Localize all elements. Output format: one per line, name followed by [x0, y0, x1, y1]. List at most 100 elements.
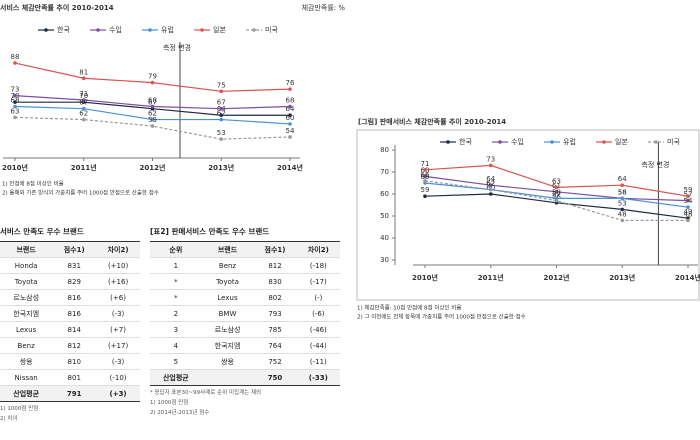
table-cell: 830	[253, 273, 297, 290]
data-label: 59	[148, 116, 157, 124]
data-point	[13, 104, 17, 109]
table-note: 1) 1000점 만점	[0, 406, 39, 412]
table-note: 2) 차이	[0, 416, 18, 422]
table-cell: 르노삼성	[201, 321, 254, 338]
data-point	[13, 115, 17, 120]
legend-marker	[498, 140, 502, 144]
data-label: 88	[11, 53, 20, 61]
data-label: 68	[11, 97, 20, 105]
data-point	[81, 76, 86, 81]
data-point	[686, 194, 690, 198]
data-point	[13, 61, 17, 65]
table-cell: 816	[52, 305, 97, 322]
table-row: 산업평균 750 (-33)	[150, 369, 340, 386]
table-cell: 4	[150, 337, 202, 354]
table-cell: (-18)	[296, 257, 340, 274]
data-label: 62	[79, 110, 88, 118]
data-label: 75	[217, 81, 226, 89]
data-label: 68	[286, 97, 295, 105]
table-cell: (-46)	[296, 321, 340, 338]
data-point	[219, 113, 224, 118]
table-cell: (+3)	[96, 385, 140, 402]
legend-marker	[44, 28, 48, 32]
unit-label: 체감만족률: %	[302, 3, 346, 12]
table-cell: 785	[253, 321, 297, 338]
table-cell: 814	[52, 321, 97, 338]
table-cell: *	[150, 273, 202, 290]
table-row: 2 BMW 793 (-6)	[150, 305, 340, 322]
table-row: 한국지엠 816 (-3)	[0, 305, 140, 322]
data-label: 68	[148, 97, 157, 105]
data-label: 60	[286, 114, 295, 122]
legend-label: 한국	[459, 138, 472, 146]
table-cell: 산업평균	[150, 369, 202, 386]
data-point	[13, 100, 17, 104]
table-cell: Benz	[201, 257, 254, 274]
y-tick-label: 60	[380, 190, 389, 198]
data-label: 65	[421, 173, 430, 181]
data-label: 58	[618, 188, 627, 196]
table-cell: 750	[253, 369, 297, 386]
table-cell: 812	[253, 257, 297, 274]
data-point	[81, 106, 86, 111]
table-cell: 816	[52, 289, 97, 306]
note: 2) 올해와 기존 방식의 가중치를 주어 1000점 만점으로 산출한 점수	[2, 189, 159, 197]
table-row: 4 한국지엠 764 (-44)	[150, 337, 340, 354]
data-point	[554, 190, 559, 194]
table-row: Toyota 829 (+16)	[0, 273, 140, 290]
annotation: 측정 변경	[163, 43, 191, 52]
table-cell: 802	[253, 289, 297, 306]
x-tick-label: 2010년	[412, 273, 438, 282]
x-tick-label: 2010년	[2, 163, 28, 172]
legend-label: 미국	[667, 137, 680, 146]
table-cell: 810	[52, 353, 97, 370]
legend-label: 유럽	[161, 25, 174, 34]
table-cell: 한국지엠	[0, 305, 53, 322]
table-row: 1 Benz 812 (-18)	[150, 257, 340, 274]
data-point	[81, 98, 86, 102]
legend-label: 수입	[511, 138, 524, 146]
data-label: 66	[421, 171, 430, 179]
note: 1) 체감만족률: 10점 만점에 8점 이상인 비율	[357, 304, 461, 312]
data-label: 70	[79, 92, 88, 100]
data-point	[150, 117, 155, 122]
data-point	[686, 205, 690, 209]
table-row: * Toyota 830 (-17)	[150, 273, 340, 290]
legend-marker	[446, 140, 450, 144]
data-point	[423, 168, 427, 172]
table-cell: 764	[253, 337, 297, 354]
column-header: 브랜드	[201, 241, 254, 258]
table-cell: 801	[52, 369, 97, 386]
data-point	[288, 135, 292, 139]
x-tick-label: 2014년	[277, 163, 303, 172]
table-cell: Toyota	[0, 273, 53, 290]
chart-title: [그림] 판매서비스 체감만족률 추이 2010-2014	[358, 117, 506, 126]
legend-marker	[96, 28, 100, 32]
annotation: 측정 변경	[641, 160, 669, 169]
legend-marker	[550, 140, 554, 144]
table-cell: (-3)	[96, 353, 140, 370]
table-cell: *	[150, 289, 202, 306]
data-point	[620, 218, 625, 223]
data-label: 76	[286, 79, 295, 87]
legend-label: 수입	[109, 26, 122, 34]
table-cell: (+7)	[96, 321, 140, 338]
data-label: 54	[684, 197, 693, 205]
table-cell: 831	[52, 257, 97, 274]
table-row: Lexus 814 (+7)	[0, 321, 140, 338]
data-point	[488, 192, 493, 196]
data-point	[620, 183, 625, 187]
note: 2) 그 이전에도 전체 항목에 가중치를 주어 1000점 만점으로 산출한 …	[357, 313, 526, 321]
x-tick-label: 2012년	[544, 273, 570, 282]
data-label: 67	[148, 99, 157, 107]
x-tick-label: 2011년	[71, 163, 97, 172]
table-cell: (-33)	[296, 369, 340, 386]
note: 1) 만점에 8점 이상인 비율	[2, 180, 64, 188]
data-point	[488, 187, 493, 192]
data-label: 62	[486, 180, 495, 188]
table-cell: 752	[253, 353, 297, 370]
table-cell: 르노삼성	[0, 289, 53, 306]
table: 브랜드 점수1) 차이2) Honda 831 (+10) Toyota 829 (+16) 르노…	[0, 241, 140, 402]
